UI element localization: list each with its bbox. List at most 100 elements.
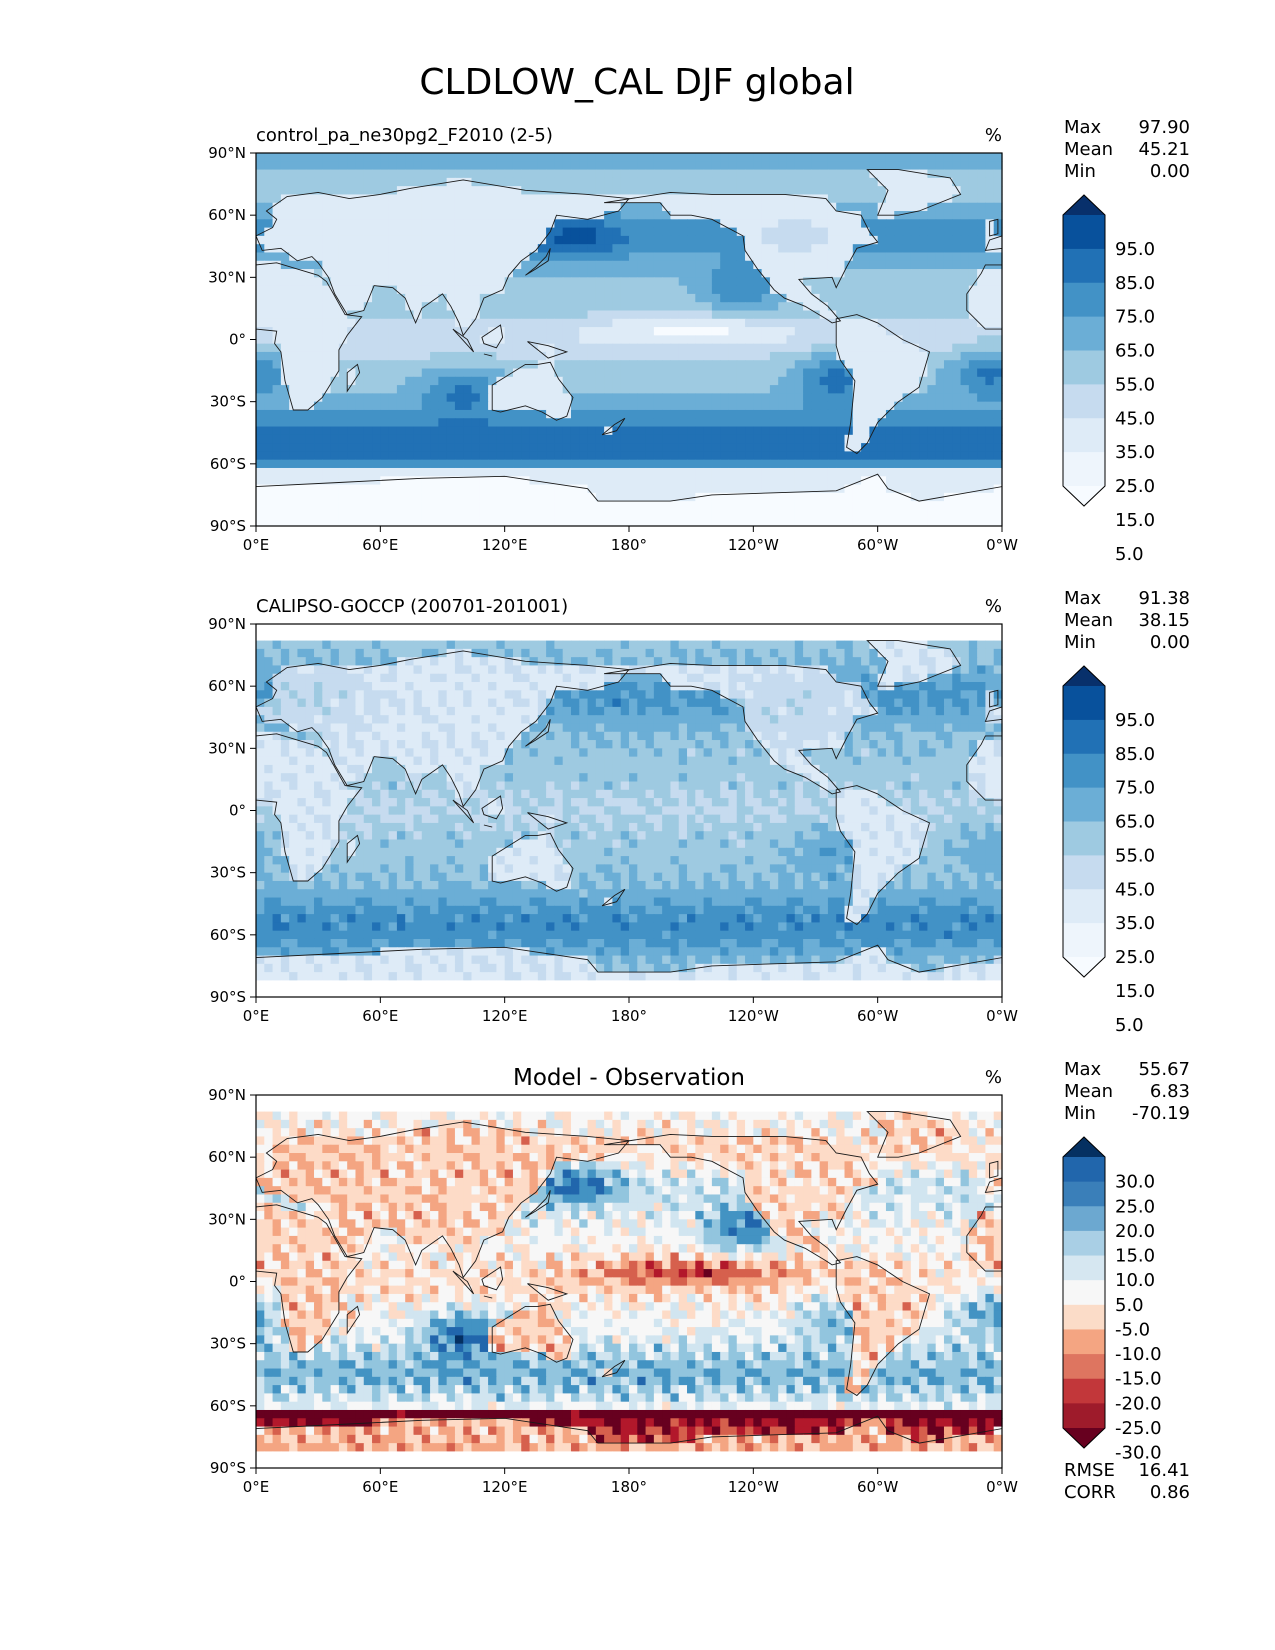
field-cell — [454, 393, 464, 403]
field-cell — [728, 351, 738, 361]
field-cell — [687, 434, 696, 444]
field-cell — [454, 401, 464, 411]
field-cell — [769, 624, 779, 633]
field-cell — [338, 310, 348, 320]
field-cell — [338, 252, 348, 262]
field-cell — [322, 640, 332, 650]
field-cell — [264, 501, 274, 511]
field-cell — [736, 409, 746, 419]
field-cell — [852, 682, 862, 691]
field-cell — [554, 285, 564, 295]
field-cell — [919, 665, 928, 675]
field-cell — [827, 632, 837, 642]
field-cell — [272, 161, 282, 171]
field-cell — [529, 698, 539, 708]
field-cell — [711, 269, 721, 278]
field-cell — [653, 186, 663, 196]
field-cell — [761, 682, 771, 691]
field-cell — [687, 368, 696, 378]
field-cell — [537, 632, 547, 642]
map-field — [256, 153, 1003, 527]
field-cell — [463, 665, 473, 675]
field-cell — [256, 418, 265, 428]
field-cell — [280, 211, 290, 220]
field-cell — [264, 161, 274, 171]
field-cell — [670, 269, 680, 278]
field-cell — [438, 476, 448, 486]
field-cell — [612, 343, 622, 353]
field-cell — [554, 401, 564, 411]
field-cell — [803, 690, 812, 700]
field-cell — [562, 393, 572, 403]
field-cell — [968, 293, 978, 303]
field-cell — [380, 648, 390, 658]
field-cell — [297, 434, 307, 444]
field-cell — [753, 640, 763, 650]
field-cell — [637, 409, 647, 419]
field-cell — [322, 310, 332, 320]
field-cell — [711, 327, 721, 336]
field-cell — [496, 690, 506, 700]
field-cell — [778, 202, 788, 212]
field-cell — [753, 476, 763, 486]
field-cell — [529, 327, 539, 336]
field-cell — [778, 327, 788, 336]
field-cell — [861, 227, 870, 237]
field-cell — [902, 640, 912, 650]
field-cell — [993, 310, 1003, 320]
field-cell — [844, 690, 854, 700]
field-cell — [479, 501, 489, 511]
field-cell — [952, 632, 962, 642]
field-cell — [794, 260, 804, 270]
field-cell — [314, 169, 323, 179]
field-cell — [736, 682, 746, 691]
field-cell — [769, 459, 779, 469]
field-cell — [363, 418, 373, 428]
field-cell — [289, 476, 299, 486]
field-cell — [836, 665, 846, 675]
field-cell — [943, 632, 953, 642]
field-cell — [479, 648, 489, 658]
stat-label-min: Min — [1064, 161, 1096, 182]
field-cell — [454, 194, 464, 204]
field-cell — [264, 632, 274, 642]
field-cell — [330, 351, 340, 361]
field-cell — [786, 501, 796, 511]
field-cell — [289, 509, 299, 519]
colorbar-outline — [1062, 194, 1106, 507]
field-cell — [703, 161, 713, 171]
field-cell — [546, 360, 555, 370]
field-cell — [943, 648, 953, 658]
field-cell — [935, 624, 945, 633]
field-cell — [786, 227, 796, 237]
field-cell — [902, 293, 912, 303]
field-cell — [769, 186, 779, 196]
field-cell — [952, 277, 962, 287]
field-cell — [272, 632, 282, 642]
field-cell — [562, 302, 572, 312]
field-cell — [504, 698, 514, 708]
field-cell — [711, 484, 721, 494]
field-cell — [322, 194, 332, 204]
field-cell — [645, 418, 655, 428]
field-cell — [272, 385, 282, 394]
field-cell — [330, 202, 340, 212]
field-cell — [695, 285, 705, 295]
field-cell — [570, 343, 580, 353]
field-cell — [322, 177, 332, 187]
field-cell — [869, 451, 879, 461]
field-cell — [587, 269, 597, 278]
field-cell — [960, 161, 970, 171]
field-cell — [910, 401, 920, 411]
field-cell — [272, 186, 282, 196]
field-cell — [943, 476, 953, 486]
field-cell — [430, 476, 439, 486]
field-cell — [960, 186, 970, 196]
field-cell — [546, 161, 555, 171]
field-cell — [935, 501, 945, 511]
field-cell — [272, 443, 282, 452]
field-cell — [844, 252, 854, 262]
field-cell — [280, 418, 290, 428]
field-cell — [562, 368, 572, 378]
field-cell — [977, 665, 987, 675]
